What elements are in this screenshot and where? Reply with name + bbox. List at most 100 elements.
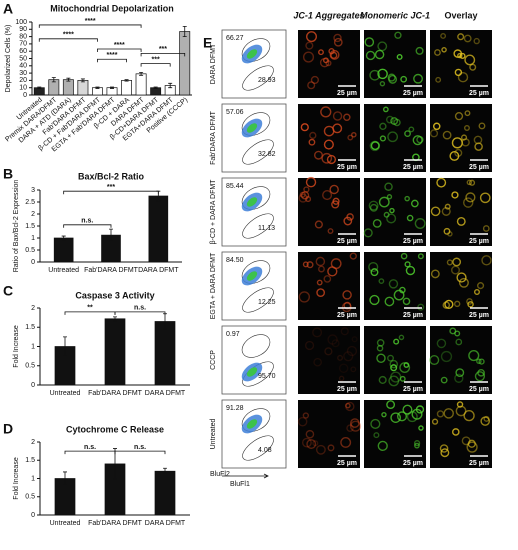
cell	[404, 261, 411, 268]
cell	[476, 282, 485, 290]
cell	[467, 301, 474, 308]
cell	[319, 57, 330, 68]
error-bar	[80, 78, 85, 83]
cell	[312, 327, 323, 338]
cell	[351, 336, 358, 343]
error-bar	[113, 316, 117, 322]
cell	[435, 76, 442, 83]
cell	[386, 213, 397, 224]
cell	[387, 131, 399, 143]
cell	[429, 355, 440, 366]
cell	[455, 368, 465, 378]
axis-arrows	[222, 473, 269, 479]
cell	[349, 420, 362, 432]
cell	[452, 428, 460, 436]
population-core	[246, 49, 258, 59]
cell	[368, 200, 379, 211]
population-core	[246, 367, 258, 377]
panel-label: B	[3, 166, 13, 182]
cell	[326, 154, 337, 165]
gate	[242, 139, 274, 165]
flow-plot	[221, 325, 287, 395]
panel-label: D	[3, 421, 13, 437]
gate	[242, 287, 274, 313]
cell	[474, 371, 486, 382]
y-tick-label: 0	[31, 512, 35, 519]
flow-plot	[221, 251, 287, 321]
cell	[307, 81, 316, 90]
cell	[378, 278, 385, 285]
cell	[338, 375, 345, 382]
cell	[447, 231, 453, 237]
y-tick-label: 100	[15, 19, 27, 26]
cell	[378, 375, 387, 384]
cell	[466, 179, 473, 186]
scale-bar-label: 25 µm	[469, 386, 489, 393]
cell	[376, 353, 386, 363]
cell	[404, 195, 410, 202]
error-bar	[168, 82, 173, 89]
error-bar	[51, 77, 56, 83]
cell	[408, 126, 415, 133]
y-tick-label: 10	[19, 85, 27, 92]
cell	[346, 424, 354, 432]
scale-bar-label: 25 µm	[403, 460, 423, 467]
cell	[459, 52, 466, 59]
cell	[399, 375, 406, 382]
cell	[482, 225, 490, 232]
cell	[468, 179, 476, 186]
significance-label: **	[87, 305, 93, 312]
scale-bar-label: 25 µm	[469, 312, 489, 319]
cell	[478, 122, 486, 130]
significance-bracket	[140, 52, 186, 57]
cell	[431, 418, 439, 425]
x-tick-label: Fab'DARA DFMT	[88, 390, 143, 397]
cell	[345, 401, 355, 412]
cell	[301, 437, 312, 448]
x-tick-label: Untreated	[50, 390, 81, 397]
scale-bar-label: 25 µm	[469, 238, 489, 245]
cell	[338, 363, 349, 374]
y-tick-label: 1.5	[25, 457, 35, 464]
cell	[315, 256, 326, 267]
cell	[411, 408, 423, 420]
cell	[449, 327, 457, 335]
cell	[302, 51, 315, 63]
cell	[436, 177, 447, 188]
cell	[440, 350, 453, 363]
population-core	[246, 197, 258, 207]
cell	[340, 436, 352, 448]
cell	[314, 220, 323, 229]
cell	[451, 265, 460, 275]
scale-bar-label: 25 µm	[337, 386, 357, 393]
cell	[434, 49, 441, 56]
cell	[329, 184, 339, 195]
cell	[305, 176, 317, 188]
cell	[327, 228, 334, 235]
x-axis-label: BluFl1	[230, 481, 250, 488]
cell	[393, 118, 401, 127]
x-tick-label: Untreated	[48, 267, 79, 274]
cell	[463, 125, 470, 131]
cell	[303, 186, 310, 193]
cell	[412, 135, 423, 146]
cell	[444, 299, 454, 309]
cell	[389, 207, 395, 214]
y-axis-label: Ratio of Bax/Bcl-2 Expression	[13, 180, 20, 273]
cell	[456, 216, 466, 226]
cell	[316, 288, 326, 297]
scale-bar-label: 25 µm	[469, 460, 489, 467]
cell	[343, 113, 351, 122]
cell	[393, 289, 405, 301]
y-tick-label: 0.5	[25, 363, 35, 370]
gate-percent: 11.13	[258, 225, 275, 232]
cell	[454, 148, 463, 157]
cell	[345, 402, 351, 409]
significance-label: ****	[107, 52, 118, 59]
y-tick-label: 1.5	[25, 324, 35, 331]
cell	[390, 412, 401, 423]
cell	[305, 429, 315, 439]
micrograph	[364, 178, 426, 246]
y-tick-label: 1	[31, 475, 35, 482]
